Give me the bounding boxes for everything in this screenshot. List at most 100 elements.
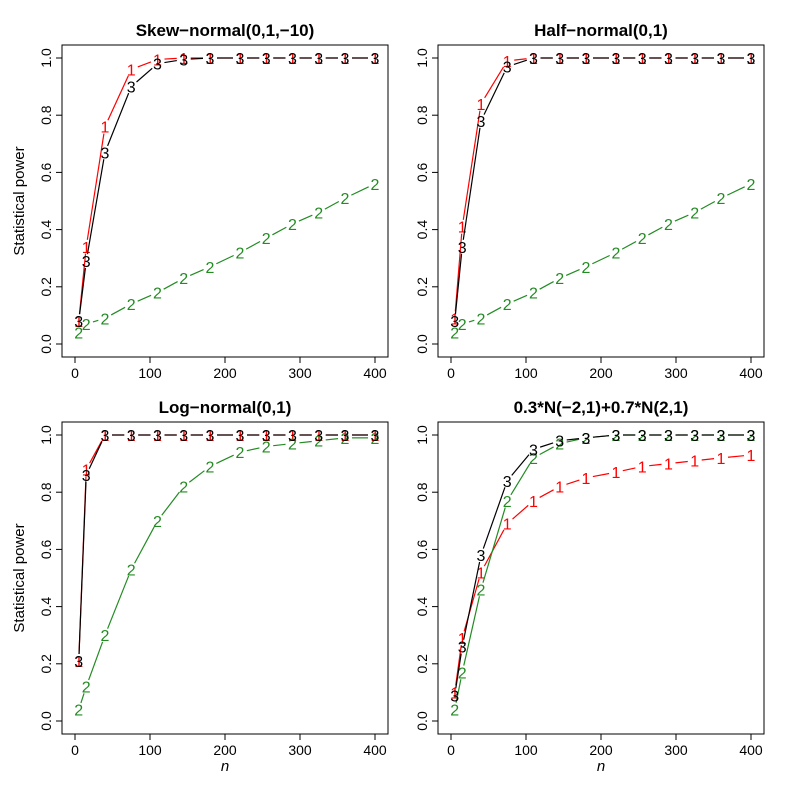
data-point-3: 3 <box>664 51 673 68</box>
series-2-segment <box>134 526 155 564</box>
data-point-3: 3 <box>127 80 136 97</box>
data-point-1: 1 <box>288 428 297 445</box>
data-point-3: 3 <box>82 468 91 485</box>
y-tick-label: 0.4 <box>38 597 54 617</box>
series-2-segment <box>592 254 610 265</box>
data-point-2: 2 <box>529 286 538 303</box>
x-tick-label: 0 <box>71 742 79 758</box>
x-tick-label: 400 <box>739 742 763 758</box>
y-tick-label: 0.2 <box>38 654 54 674</box>
x-tick-label: 200 <box>213 365 237 381</box>
data-point-1: 1 <box>262 428 271 445</box>
y-tick-label: 0.2 <box>414 277 430 297</box>
data-point-1: 1 <box>74 654 83 671</box>
data-point-3: 3 <box>690 428 699 445</box>
data-point-1: 1 <box>582 471 591 488</box>
panel-2: Half−normal(0,1) 0 100 200 300 400 0.0 0.2 0.4 0.… <box>414 21 765 381</box>
series-3-segment <box>566 438 580 441</box>
data-point-1: 1 <box>179 428 188 445</box>
data-point-3: 3 <box>458 240 467 257</box>
data-point-3: 3 <box>101 145 110 162</box>
series-2-segment <box>216 454 234 464</box>
data-point-3: 3 <box>529 51 538 68</box>
x-tick-label: 300 <box>664 365 688 381</box>
data-point-1: 1 <box>341 428 350 445</box>
y-tick-label: 0.0 <box>414 334 430 354</box>
data-point-3: 3 <box>747 428 756 445</box>
data-point-3: 3 <box>179 428 188 445</box>
data-point-2: 2 <box>82 317 91 334</box>
series-2-segment <box>700 200 716 210</box>
data-point-1: 1 <box>206 51 215 68</box>
data-point-3: 3 <box>582 431 591 448</box>
series-3-segment <box>513 59 528 65</box>
data-point-2: 2 <box>153 514 162 531</box>
data-point-1: 1 <box>638 51 647 68</box>
series-2-segment <box>482 507 506 583</box>
data-point-3: 3 <box>503 474 512 491</box>
series-1-segment <box>727 455 745 458</box>
data-point-2: 2 <box>582 431 591 448</box>
x-tick-label: 200 <box>589 742 613 758</box>
x-tick-label: 300 <box>288 742 312 758</box>
data-point-3: 3 <box>717 51 726 68</box>
data-point-1: 1 <box>450 685 459 702</box>
data-point-1: 1 <box>153 428 162 445</box>
x-tick-label: 0 <box>447 365 455 381</box>
y-tick-label: 0.0 <box>38 711 54 731</box>
data-point-1: 1 <box>101 428 110 445</box>
data-point-2: 2 <box>127 562 136 579</box>
data-point-3: 3 <box>717 428 726 445</box>
series-3-segment <box>483 72 505 115</box>
x-axis-title: n <box>597 758 605 775</box>
data-point-2: 2 <box>717 428 726 445</box>
series-2-segment <box>351 186 369 196</box>
y-tick-label: 0.4 <box>414 597 430 617</box>
y-tick-label: 1.0 <box>38 425 54 445</box>
data-point-2: 2 <box>582 260 591 277</box>
data-point-1: 1 <box>458 220 467 237</box>
data-point-2: 2 <box>638 231 647 248</box>
data-point-3: 3 <box>153 57 162 74</box>
data-point-1: 1 <box>690 51 699 68</box>
data-point-3: 3 <box>371 428 380 445</box>
panel-title: Log−normal(0,1) <box>159 398 292 417</box>
series-2-segment <box>92 319 99 323</box>
y-tick-label: 0.8 <box>38 482 54 502</box>
series-1-segment <box>483 529 505 567</box>
data-point-3: 3 <box>612 51 621 68</box>
series-2-segment <box>137 294 152 302</box>
data-point-1: 1 <box>127 428 136 445</box>
data-point-1: 1 <box>314 428 323 445</box>
y-tick-label: 1.0 <box>414 425 430 445</box>
data-point-3: 3 <box>82 254 91 271</box>
data-point-1: 1 <box>371 51 380 68</box>
series-2-segment <box>513 294 528 302</box>
x-tick-label: 100 <box>514 365 538 381</box>
series-1-segment <box>86 133 105 240</box>
data-point-1: 1 <box>503 517 512 534</box>
y-tick-label: 0.2 <box>414 654 430 674</box>
data-point-1: 1 <box>179 51 188 68</box>
data-point-3: 3 <box>288 428 297 445</box>
data-point-2: 2 <box>74 326 83 343</box>
data-point-2: 2 <box>262 439 271 456</box>
data-point-1: 1 <box>262 51 271 68</box>
data-point-1: 1 <box>664 51 673 68</box>
data-point-3: 3 <box>101 428 110 445</box>
y-tick-label: 0.6 <box>414 539 430 559</box>
data-point-3: 3 <box>288 51 297 68</box>
data-point-3: 3 <box>612 428 621 445</box>
panel-4: 0.3*N(−2,1)+0.7*N(2,1) 0 100 200 300 400 0.0 0.… <box>414 398 765 775</box>
series-3-segment <box>539 442 554 448</box>
data-point-1: 1 <box>717 51 726 68</box>
y-tick-label: 0.6 <box>414 162 430 182</box>
